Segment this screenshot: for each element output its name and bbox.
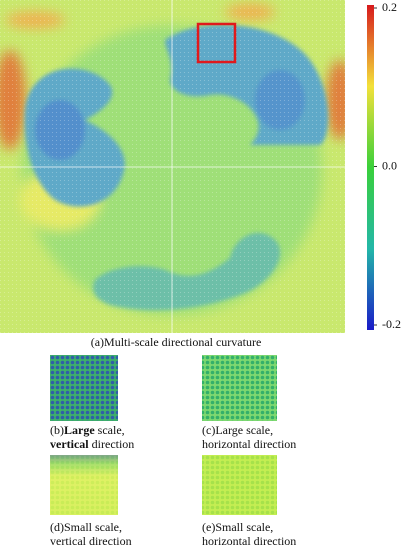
panel-captions: (b)Large scale,vertical direction(c)Larg… (50, 423, 296, 548)
colorbar-ticks: 0.2 0.0 -0.2 (374, 0, 401, 331)
panel-image (202, 455, 277, 515)
caption-run: Large (64, 423, 95, 437)
panel-caption: (b)Large scale, (50, 423, 125, 437)
panel-caption: (d)Small scale, (50, 520, 122, 534)
caption-run: (c)Large scale, (202, 423, 273, 437)
panel-caption: vertical direction (50, 437, 134, 451)
curvature-map (0, 0, 345, 333)
caption-run: vertical direction (50, 534, 132, 548)
caption-run: direction (89, 437, 135, 451)
colorbar-tick-label: 0.0 (382, 158, 397, 172)
colorbar-tick-label: -0.2 (382, 317, 401, 331)
caption-run: scale, (95, 423, 125, 437)
panel-caption: horizontal direction (202, 437, 296, 451)
caption-run: vertical (50, 437, 89, 451)
caption-run: horizontal direction (202, 437, 296, 451)
colorbar-tick-label: 0.2 (382, 0, 397, 14)
highlight-box (196, 22, 237, 64)
main-caption: (a)Multi-scale directional curvature (91, 335, 262, 349)
panel-image (202, 355, 277, 421)
panel-caption: horizontal direction (202, 534, 296, 548)
caption-run: (b) (50, 423, 64, 437)
panel-image (50, 355, 118, 421)
caption-run: horizontal direction (202, 534, 296, 548)
colorbar (367, 5, 374, 330)
panel-image (50, 455, 118, 515)
caption-run: (d)Small scale, (50, 520, 122, 534)
panel-caption: (e)Small scale, (202, 520, 273, 534)
panel-caption: (c)Large scale, (202, 423, 273, 437)
panel-caption: vertical direction (50, 534, 132, 548)
caption-run: (e)Small scale, (202, 520, 273, 534)
